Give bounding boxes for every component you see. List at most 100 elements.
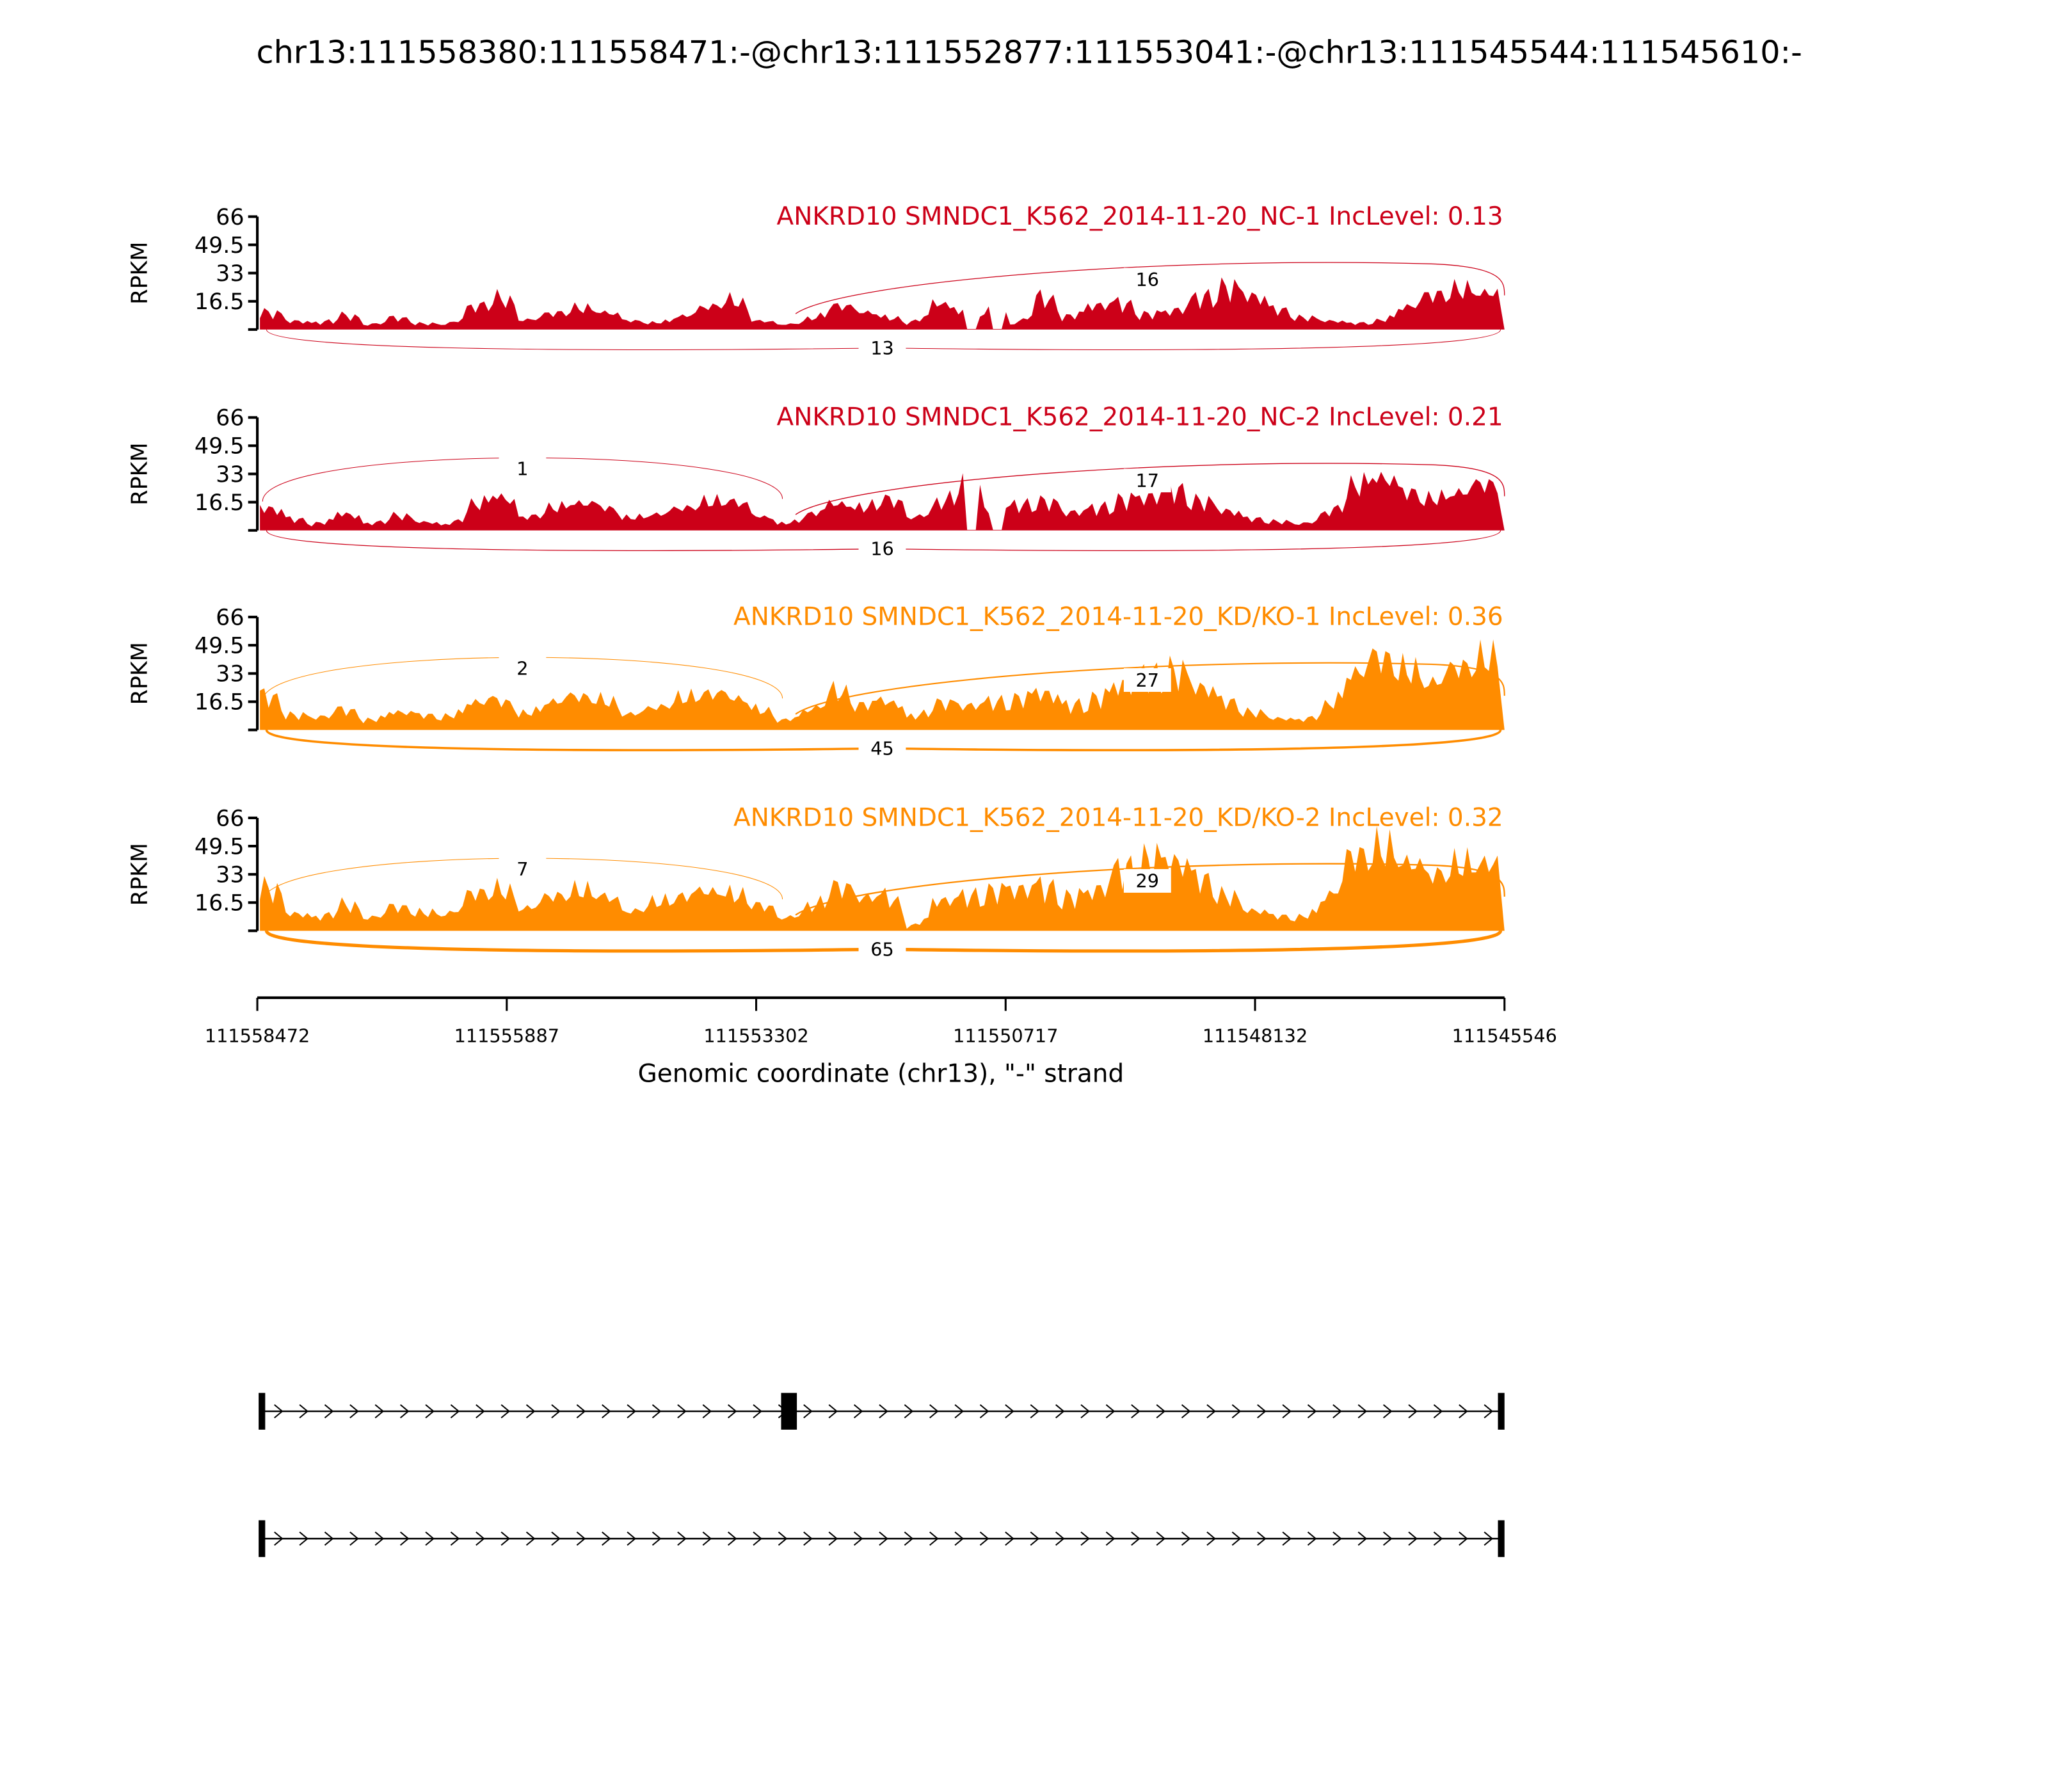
strand-arrow-icon (778, 1532, 788, 1546)
strand-arrow-icon (349, 1404, 359, 1419)
strand-arrow-icon (803, 1404, 813, 1419)
junction-count: 13 (870, 337, 894, 359)
exon (259, 1393, 266, 1430)
junction-count: 16 (1136, 269, 1160, 291)
strand-arrow-icon (374, 1404, 385, 1419)
strand-arrow-icon (576, 1532, 586, 1546)
strand-arrow-icon (299, 1532, 309, 1546)
isoform-skipping (259, 1520, 1505, 1557)
junction-count: 65 (870, 938, 894, 960)
strand-arrow-icon (1055, 1532, 1065, 1546)
junction-count: 45 (870, 737, 894, 759)
y-axis-label: RPKM (127, 442, 153, 505)
strand-arrow-icon (929, 1532, 939, 1546)
coverage-area (260, 277, 1505, 330)
strand-arrow-icon (1357, 1532, 1368, 1546)
exon (1498, 1520, 1505, 1557)
strand-arrow-icon (1433, 1404, 1443, 1419)
strand-arrow-icon (954, 1532, 964, 1546)
y-tick-label: 49.5 (195, 233, 244, 259)
y-tick-label: 16.5 (195, 891, 244, 916)
y-tick-label: 16.5 (195, 690, 244, 716)
y-tick-label: 66 (216, 406, 244, 431)
exon (259, 1520, 266, 1557)
junction-count: 2 (516, 657, 528, 679)
junction-label-bg (858, 937, 906, 961)
exon (1498, 1393, 1505, 1430)
strand-arrow-icon (551, 1404, 561, 1419)
strand-arrow-icon (1257, 1532, 1267, 1546)
panel-title: ANKRD10 SMNDC1_K562_2014-11-20_KD/KO-1 I… (733, 602, 1503, 631)
strand-arrow-icon (1307, 1404, 1317, 1419)
strand-arrow-icon (702, 1404, 712, 1419)
strand-arrow-icon (1156, 1404, 1166, 1419)
x-tick-label: 111555887 (454, 1025, 559, 1047)
y-tick-label: 66 (216, 205, 244, 230)
strand-arrow-icon (425, 1404, 435, 1419)
strand-arrow-icon (1332, 1404, 1342, 1419)
strand-arrow-icon (374, 1532, 385, 1546)
strand-arrow-icon (879, 1532, 888, 1546)
y-axis-label: RPKM (127, 242, 153, 305)
strand-arrow-icon (677, 1532, 687, 1546)
strand-arrow-icon (1030, 1404, 1040, 1419)
x-tick-label: 111558472 (205, 1025, 310, 1047)
isoform-inclusion (259, 1393, 1505, 1430)
strand-arrow-icon (500, 1404, 511, 1419)
strand-arrow-icon (1030, 1532, 1040, 1546)
panel-title: ANKRD10 SMNDC1_K562_2014-11-20_NC-1 IncL… (777, 202, 1503, 231)
strand-arrow-icon (853, 1404, 863, 1419)
y-tick-label: 33 (216, 462, 244, 488)
strand-arrow-icon (702, 1532, 712, 1546)
strand-arrow-icon (1080, 1532, 1090, 1546)
strand-arrow-icon (274, 1404, 284, 1419)
strand-arrow-icon (979, 1532, 989, 1546)
strand-arrow-icon (879, 1404, 888, 1419)
strand-arrow-icon (1433, 1532, 1443, 1546)
coverage-area (260, 472, 1505, 531)
strand-arrow-icon (929, 1404, 939, 1419)
junction-label-bg (499, 857, 547, 881)
strand-arrow-icon (399, 1532, 410, 1546)
strand-arrow-icon (954, 1404, 964, 1419)
junction-arc-downstream (795, 863, 1505, 916)
panel-title: ANKRD10 SMNDC1_K562_2014-11-20_KD/KO-2 I… (733, 803, 1503, 832)
strand-arrow-icon (1484, 1404, 1494, 1419)
coverage-area (260, 826, 1505, 931)
x-axis: 111558472 111555887 111553302 111550717 1115… (205, 996, 1557, 1088)
junction-count: 16 (870, 538, 894, 560)
strand-arrow-icon (576, 1404, 586, 1419)
strand-arrow-icon (1181, 1404, 1191, 1419)
strand-arrow-icon (500, 1532, 511, 1546)
strand-arrow-icon (1484, 1532, 1494, 1546)
strand-arrow-icon (1307, 1532, 1317, 1546)
junction-arc-downstream (795, 463, 1505, 515)
junction-count: 7 (516, 858, 528, 880)
x-tick-label: 111553302 (703, 1025, 808, 1047)
strand-arrow-icon (1005, 1532, 1014, 1546)
strand-arrow-icon (450, 1404, 460, 1419)
strand-arrow-icon (904, 1404, 914, 1419)
strand-arrow-icon (525, 1532, 536, 1546)
y-tick-label: 49.5 (195, 834, 244, 860)
strand-arrow-icon (803, 1532, 813, 1546)
strand-arrow-icon (450, 1532, 460, 1546)
y-tick-label: 33 (216, 862, 244, 888)
strand-arrow-icon (1131, 1404, 1140, 1419)
strand-arrow-icon (1459, 1532, 1468, 1546)
y-tick-label: 33 (216, 662, 244, 687)
strand-arrow-icon (349, 1532, 359, 1546)
junction-label-bg (858, 536, 906, 561)
strand-arrow-icon (274, 1532, 284, 1546)
strand-arrow-icon (627, 1404, 637, 1419)
strand-arrow-icon (1382, 1404, 1393, 1419)
strand-arrow-icon (979, 1404, 989, 1419)
junction-count: 29 (1136, 870, 1160, 892)
y-tick-label: 49.5 (195, 634, 244, 659)
junction-label-bg (499, 456, 547, 481)
strand-arrow-icon (1206, 1404, 1216, 1419)
strand-arrow-icon (1080, 1404, 1090, 1419)
y-tick-label: 16.5 (195, 490, 244, 516)
exon (781, 1393, 797, 1430)
